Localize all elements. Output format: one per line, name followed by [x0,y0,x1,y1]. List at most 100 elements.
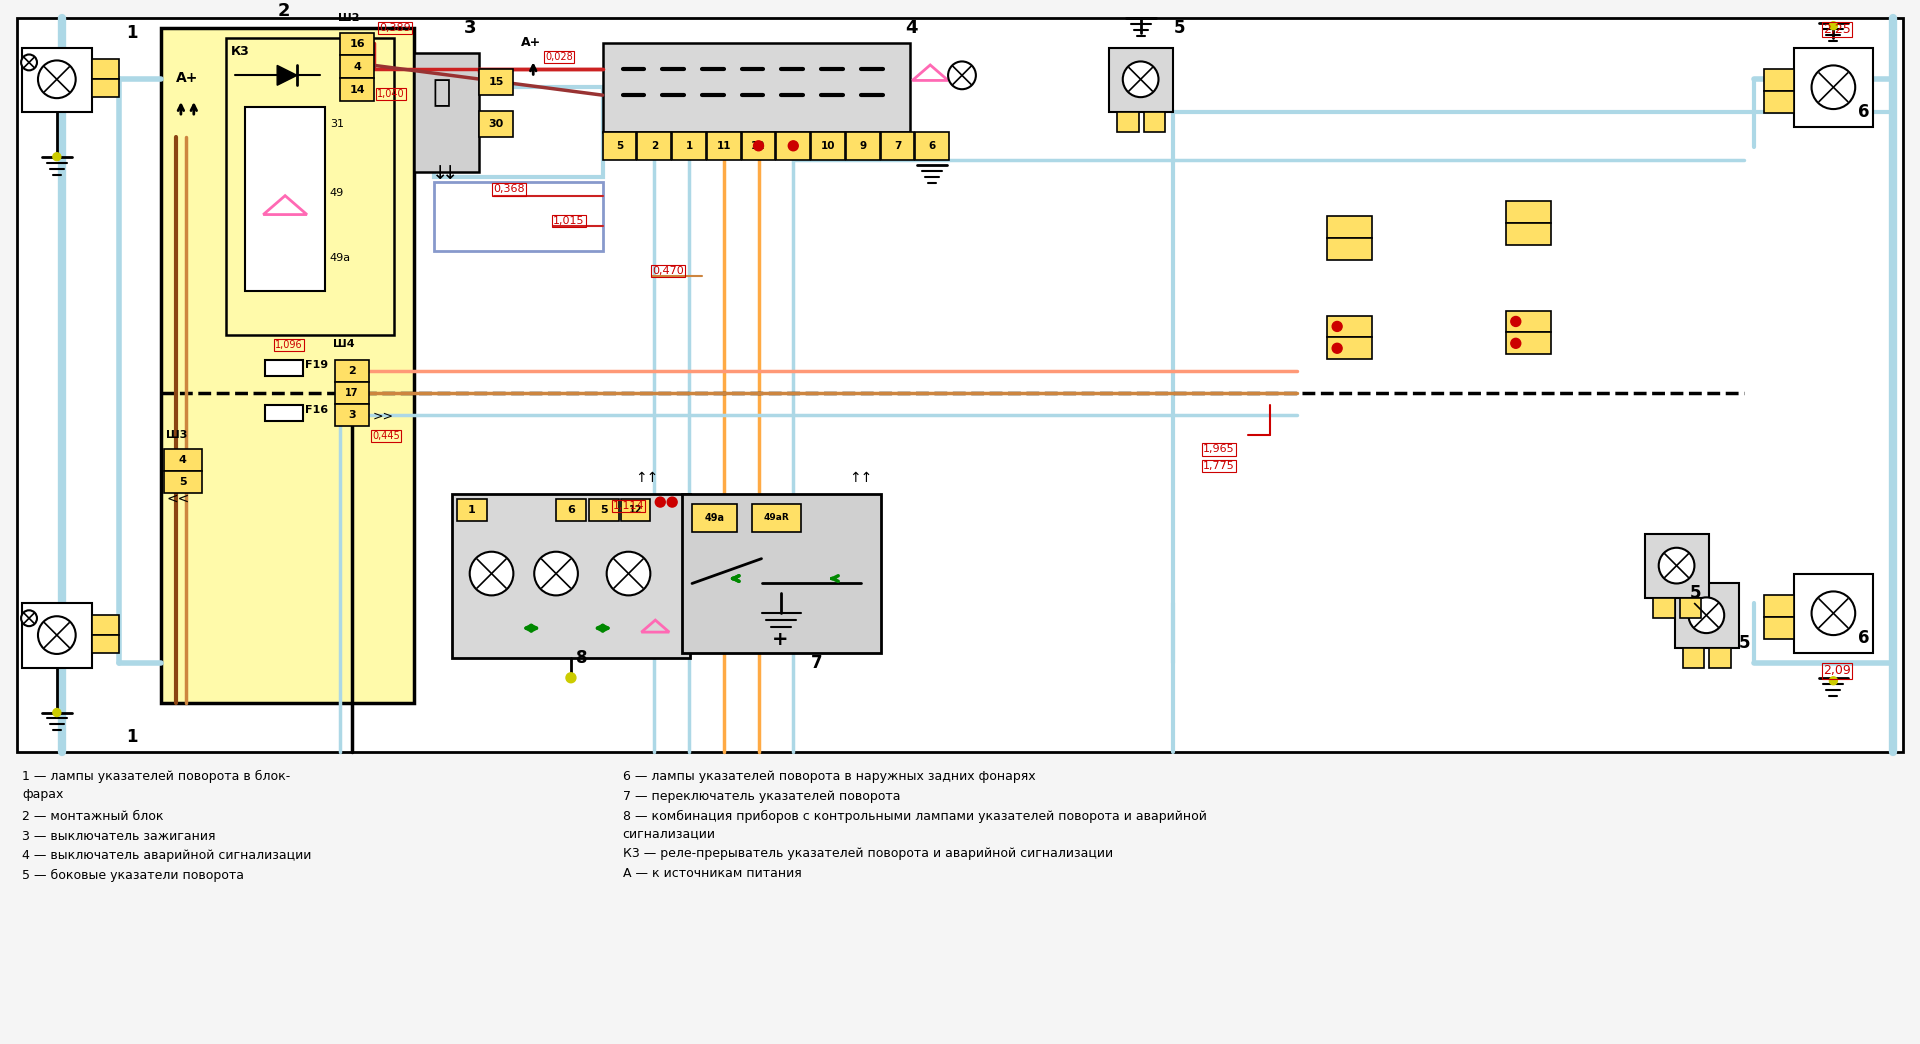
Bar [1764,595,1793,617]
Bar [1764,617,1793,639]
Text: 6: 6 [929,141,935,150]
Bar [23,603,92,668]
Bar [1327,337,1373,359]
Text: А — к источникам питания: А — к источникам питания [622,868,801,880]
Text: 1,015: 1,015 [553,216,584,227]
Text: 12: 12 [628,505,641,515]
Text: 5: 5 [599,505,607,515]
Text: ↓: ↓ [937,149,948,163]
Circle shape [1830,677,1837,685]
Text: К3 — реле-прерыватель указателей поворота и аварийной сигнализации: К3 — реле-прерыватель указателей поворот… [622,848,1114,860]
Circle shape [1511,338,1521,349]
Text: 1: 1 [685,141,693,150]
Bar [1709,648,1732,668]
Circle shape [1332,343,1342,353]
Bar [334,404,369,426]
Text: 4: 4 [906,19,918,37]
Bar [1764,91,1793,113]
Bar [1327,315,1373,337]
Text: 0,028: 0,028 [545,52,572,63]
Bar [457,499,486,521]
Circle shape [607,551,651,595]
Circle shape [54,152,61,161]
Bar [265,360,303,376]
Bar [1505,201,1551,223]
Bar [17,18,1903,753]
Bar [340,55,374,78]
Text: 1,965: 1,965 [1204,445,1235,454]
Bar [1793,573,1874,652]
Text: 2,25: 2,25 [1824,23,1851,37]
Bar [1680,598,1701,618]
Bar [434,182,603,251]
Text: ↑↑: ↑↑ [636,471,659,485]
Text: 30: 30 [488,119,503,129]
Bar [776,132,810,160]
Circle shape [1123,62,1158,97]
Bar [707,132,741,160]
Text: ⚿: ⚿ [432,77,451,106]
Bar [1505,332,1551,354]
Text: 2: 2 [276,2,290,20]
Bar [1653,598,1674,618]
Text: 5: 5 [616,141,624,150]
Circle shape [668,497,678,507]
Bar [637,132,672,160]
Text: >>: >> [372,409,394,423]
Text: 49: 49 [330,188,344,198]
Bar [691,504,737,531]
Circle shape [21,54,36,70]
Text: 3: 3 [465,19,476,37]
Bar [23,48,92,112]
Bar [1327,216,1373,238]
Text: 4 — выключатель аварийной сигнализации: 4 — выключатель аварийной сигнализации [23,850,311,862]
Bar [92,635,119,652]
Text: 0,470: 0,470 [653,266,684,276]
Bar [1645,533,1709,598]
Circle shape [1812,591,1855,635]
Circle shape [655,497,664,507]
Text: фарах: фарах [23,788,63,801]
Text: F19: F19 [305,360,328,371]
Text: 16: 16 [349,39,365,49]
Circle shape [1688,597,1724,633]
Text: 1: 1 [127,24,138,42]
Text: 8 — комбинация приборов с контрольными лампами указателей поворота и аварийной: 8 — комбинация приборов с контрольными л… [622,810,1206,823]
Bar [478,111,513,137]
Bar [161,28,415,703]
Text: 4: 4 [179,455,186,466]
Bar [1764,69,1793,91]
Circle shape [21,611,36,626]
Text: 6: 6 [1859,103,1870,121]
Text: 6: 6 [1859,630,1870,647]
Bar [741,132,776,160]
Polygon shape [276,66,298,86]
Text: 15: 15 [488,77,503,88]
Bar [92,79,119,97]
Bar [1144,112,1165,132]
Text: 1,775: 1,775 [1204,461,1235,472]
Bar [1327,238,1373,260]
Text: 31: 31 [330,119,344,129]
Bar [751,504,801,531]
Bar [340,78,374,101]
Text: 5 — боковые указатели поворота: 5 — боковые указатели поворота [23,870,244,882]
Text: 1: 1 [468,505,476,515]
Text: 2,09: 2,09 [1824,664,1851,678]
Bar [682,494,881,652]
Text: 7: 7 [895,141,900,150]
Text: 0,368: 0,368 [493,185,526,194]
Circle shape [1830,22,1837,29]
Bar [1505,310,1551,332]
Circle shape [1332,322,1342,331]
Text: A+: A+ [177,71,198,86]
Text: 2 — монтажный блок: 2 — монтажный блок [23,810,163,823]
Circle shape [1511,316,1521,327]
Bar [589,499,618,521]
Text: 2: 2 [348,366,355,376]
Text: 11: 11 [716,141,732,150]
Text: 0,389: 0,389 [380,23,411,32]
Text: 3: 3 [348,409,355,420]
Text: 49a: 49a [330,253,351,263]
Bar [1117,112,1139,132]
